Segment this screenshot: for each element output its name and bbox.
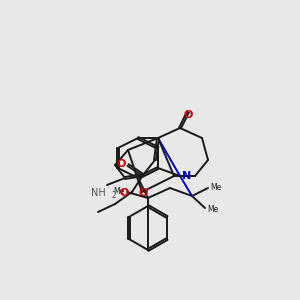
Text: O: O: [138, 188, 148, 198]
Text: N: N: [182, 171, 191, 181]
Text: 2: 2: [112, 191, 117, 200]
Text: NH: NH: [91, 188, 106, 198]
Text: Me: Me: [210, 184, 221, 193]
Text: O: O: [117, 159, 126, 169]
Text: O: O: [120, 188, 129, 198]
Text: Me: Me: [207, 206, 218, 214]
Text: Me: Me: [114, 188, 125, 196]
Text: O: O: [183, 110, 193, 120]
